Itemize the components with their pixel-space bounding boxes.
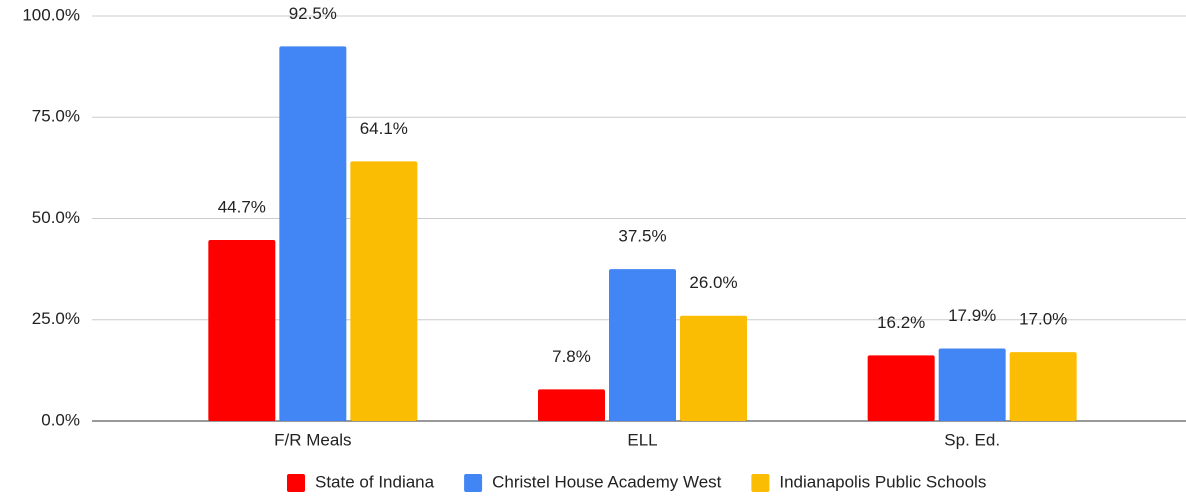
y-tick-label: 100.0%: [22, 5, 80, 24]
bar: [279, 46, 347, 421]
data-label: 17.0%: [1019, 310, 1067, 329]
bar: [938, 348, 1006, 421]
x-tick-label: ELL: [627, 430, 657, 449]
y-tick-label: 75.0%: [32, 107, 80, 126]
bar: [609, 269, 676, 421]
bar: [208, 239, 276, 421]
bar: [680, 315, 747, 421]
legend-label: Christel House Academy West: [492, 472, 722, 491]
data-label: 7.8%: [552, 347, 591, 366]
bar: [350, 161, 418, 421]
bar: [867, 355, 935, 421]
legend-swatch: [464, 474, 483, 492]
data-label: 17.9%: [948, 306, 996, 325]
y-tick-label: 0.0%: [41, 410, 80, 429]
y-tick-label: 25.0%: [32, 309, 80, 328]
data-label: 26.0%: [689, 273, 737, 292]
data-label: 92.5%: [289, 4, 337, 23]
legend-label: Indianapolis Public Schools: [779, 472, 986, 491]
legend-swatch: [287, 474, 305, 492]
data-label: 44.7%: [218, 197, 266, 216]
bar: [1009, 352, 1077, 421]
data-label: 37.5%: [618, 227, 666, 246]
legend-label: State of Indiana: [315, 472, 435, 491]
y-tick-label: 50.0%: [32, 208, 80, 227]
bar: [538, 389, 605, 421]
data-label: 16.2%: [877, 313, 925, 332]
x-tick-label: Sp. Ed.: [944, 430, 1000, 449]
x-tick-label: F/R Meals: [274, 430, 351, 449]
data-label: 64.1%: [360, 119, 408, 138]
legend-swatch: [751, 474, 770, 492]
